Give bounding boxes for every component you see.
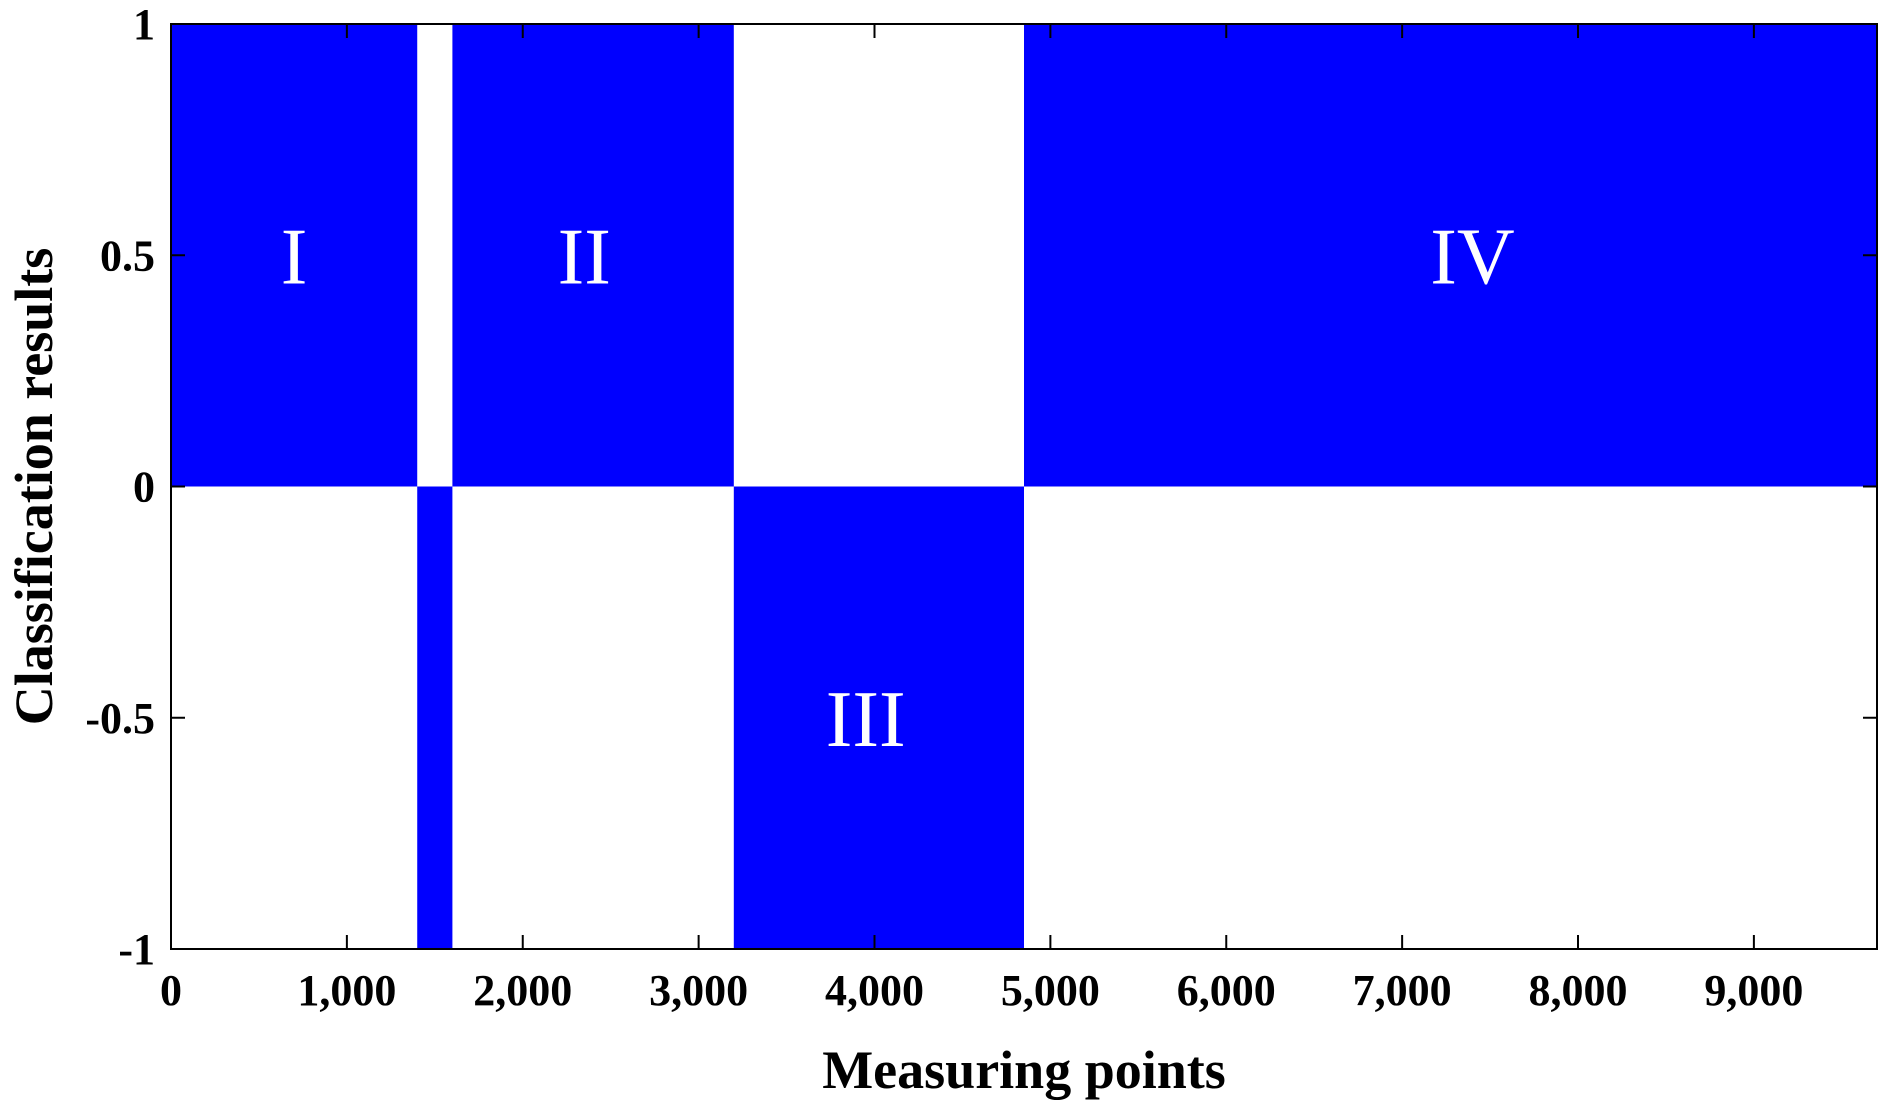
- x-tick-label: 6,000: [1177, 966, 1276, 1015]
- segment-bar-3: [733, 486, 1024, 949]
- y-tick-label: -1: [118, 925, 155, 974]
- y-tick-label: 0: [133, 463, 155, 512]
- y-axis-label: Classification results: [4, 248, 64, 726]
- segment-bar-1: [417, 486, 453, 949]
- x-tick-label: 9,000: [1704, 966, 1803, 1015]
- y-axis-ticks: 1 0.5 0 -0.5 -1: [85, 0, 1877, 974]
- region-label: I: [281, 213, 308, 301]
- segment-fills: [171, 24, 1877, 949]
- x-tick-label: 0: [160, 966, 182, 1015]
- region-label: III: [826, 676, 906, 764]
- y-tick-label: 1: [133, 0, 155, 49]
- segment-bar-4: [1024, 24, 1877, 487]
- x-axis-label: Measuring points: [822, 1040, 1226, 1100]
- segment-bar-0: [171, 24, 418, 487]
- segment-bar-2: [452, 24, 734, 487]
- x-tick-label: 5,000: [1001, 966, 1100, 1015]
- x-tick-label: 7,000: [1353, 966, 1452, 1015]
- x-axis-ticks: 0 1,000 2,000 3,000 4,000 5,000 6,000 7,000 8,00…: [160, 24, 1803, 1015]
- y-tick-label: -0.5: [85, 694, 155, 743]
- x-tick-label: 2,000: [473, 966, 572, 1015]
- region-label: II: [558, 213, 611, 301]
- x-tick-label: 8,000: [1529, 966, 1628, 1015]
- x-tick-label: 3,000: [649, 966, 748, 1015]
- x-tick-label: 1,000: [297, 966, 396, 1015]
- region-label: IV: [1430, 213, 1514, 301]
- y-tick-label: 0.5: [100, 231, 155, 280]
- x-tick-label: 4,000: [825, 966, 924, 1015]
